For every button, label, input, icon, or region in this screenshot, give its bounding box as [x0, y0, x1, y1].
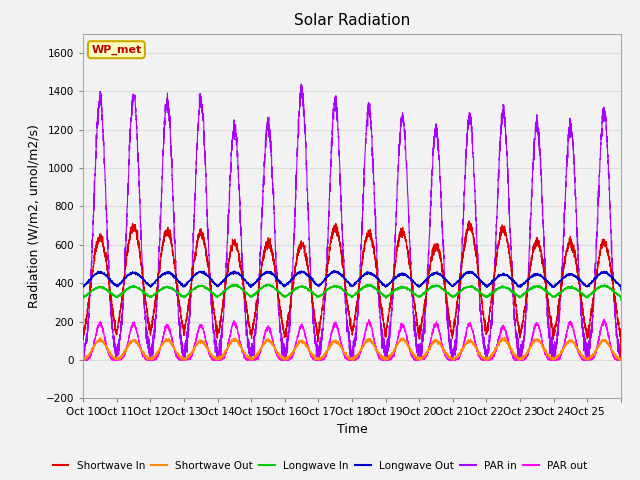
- Y-axis label: Radiation (W/m2, umol/m2/s): Radiation (W/m2, umol/m2/s): [28, 124, 40, 308]
- X-axis label: Time: Time: [337, 423, 367, 436]
- Legend: Shortwave In, Shortwave Out, Longwave In, Longwave Out, PAR in, PAR out: Shortwave In, Shortwave Out, Longwave In…: [49, 456, 591, 475]
- Title: Solar Radiation: Solar Radiation: [294, 13, 410, 28]
- Text: WP_met: WP_met: [92, 45, 141, 55]
